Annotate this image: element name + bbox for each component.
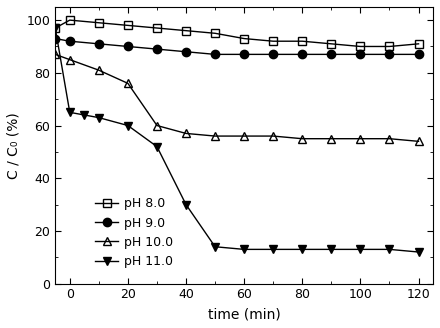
pH 10.0 [358,137,363,141]
pH 9.0 [213,52,218,56]
pH 11.0 [300,247,305,251]
pH 9.0 [358,52,363,56]
Line: pH 8.0: pH 8.0 [51,16,423,51]
pH 11.0 [154,145,160,149]
pH 11.0 [329,247,334,251]
pH 9.0 [271,52,276,56]
pH 9.0 [416,52,421,56]
pH 8.0 [183,29,189,32]
pH 8.0 [329,42,334,46]
pH 11.0 [416,250,421,254]
pH 11.0 [125,124,131,128]
pH 10.0 [183,132,189,135]
pH 8.0 [416,42,421,46]
pH 11.0 [183,203,189,207]
Line: pH 10.0: pH 10.0 [51,50,423,146]
pH 10.0 [242,134,247,138]
pH 10.0 [96,68,102,72]
pH 11.0 [53,26,58,30]
Line: pH 11.0: pH 11.0 [51,24,423,256]
pH 9.0 [300,52,305,56]
pH 10.0 [213,134,218,138]
pH 11.0 [387,247,392,251]
pH 11.0 [242,247,247,251]
Line: pH 9.0: pH 9.0 [51,34,423,58]
pH 8.0 [67,18,73,22]
pH 8.0 [125,23,131,27]
pH 11.0 [82,113,87,117]
X-axis label: time (min): time (min) [208,307,281,321]
pH 11.0 [213,245,218,249]
pH 11.0 [67,111,73,114]
pH 8.0 [96,21,102,25]
pH 10.0 [154,124,160,128]
pH 8.0 [358,45,363,49]
pH 11.0 [96,116,102,120]
pH 10.0 [329,137,334,141]
pH 8.0 [213,31,218,35]
pH 11.0 [271,247,276,251]
pH 8.0 [387,45,392,49]
pH 10.0 [125,81,131,85]
pH 9.0 [125,45,131,49]
Y-axis label: C / C₀ (%): C / C₀ (%) [7,112,21,179]
pH 9.0 [67,39,73,43]
pH 10.0 [300,137,305,141]
pH 9.0 [183,50,189,54]
pH 8.0 [300,39,305,43]
pH 9.0 [154,47,160,51]
pH 9.0 [387,52,392,56]
pH 9.0 [96,42,102,46]
pH 10.0 [271,134,276,138]
pH 8.0 [53,26,58,30]
pH 8.0 [271,39,276,43]
pH 9.0 [53,37,58,41]
pH 10.0 [53,52,58,56]
pH 9.0 [329,52,334,56]
pH 8.0 [154,26,160,30]
pH 8.0 [242,37,247,41]
pH 10.0 [416,139,421,143]
pH 11.0 [358,247,363,251]
pH 10.0 [387,137,392,141]
pH 9.0 [242,52,247,56]
pH 10.0 [67,58,73,62]
Legend: pH 8.0, pH 9.0, pH 10.0, pH 11.0: pH 8.0, pH 9.0, pH 10.0, pH 11.0 [92,194,177,272]
